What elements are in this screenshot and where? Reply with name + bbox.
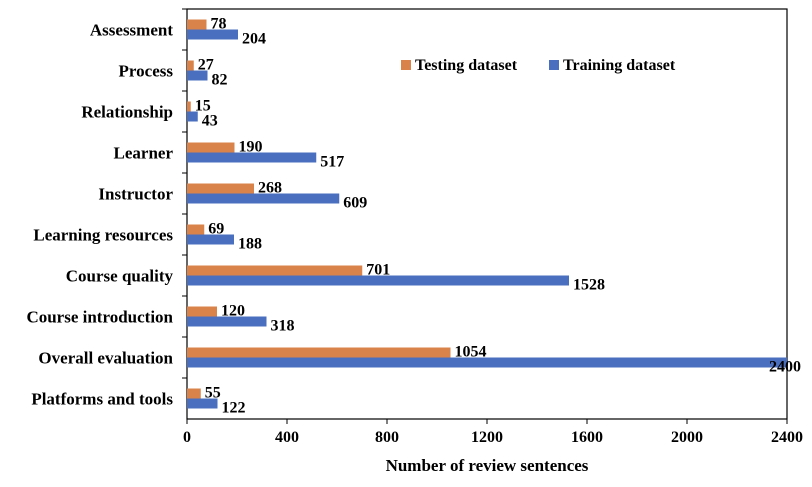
bar-testing [187, 101, 191, 112]
bar-testing [187, 265, 363, 276]
bar-training [187, 275, 569, 286]
data-label: 69 [208, 221, 224, 238]
category-label: Instructor [98, 185, 173, 204]
bar-training [187, 398, 218, 409]
bar-testing [187, 347, 451, 358]
x-tick-label: 2400 [771, 429, 803, 446]
data-label: 517 [320, 154, 344, 171]
legend-swatch [549, 60, 559, 70]
legend: Testing dataset Training dataset [401, 57, 676, 74]
x-tick-label: 2000 [671, 429, 703, 446]
data-label: 701 [366, 262, 390, 279]
bar-testing [187, 306, 217, 317]
bar-testing [187, 142, 235, 153]
bar-testing [187, 388, 201, 399]
data-label: 190 [239, 139, 263, 156]
data-label: 55 [205, 385, 221, 402]
bar-training [187, 234, 234, 245]
data-label: 78 [211, 16, 227, 33]
data-label: 204 [242, 31, 266, 48]
data-label: 318 [271, 318, 295, 335]
bar-testing [187, 224, 205, 235]
data-label: 15 [195, 98, 211, 115]
category-label: Assessment [90, 21, 173, 40]
legend-swatch [401, 60, 411, 70]
bar-testing [187, 183, 254, 194]
data-label: 27 [198, 57, 214, 74]
bar-training [187, 111, 198, 122]
data-label: 2400 [769, 359, 801, 376]
bar-training [187, 70, 208, 81]
category-labels-layer: Assessment Process Relationship Learner Inst… [26, 8, 187, 409]
data-label: 1054 [455, 344, 487, 361]
bar-training [187, 193, 340, 204]
data-label: 120 [221, 303, 245, 320]
x-ticks-layer: 0 400 800 1200 1600 2000 2400 [183, 419, 803, 446]
x-axis-label: Number of review sentences [386, 456, 589, 475]
bar-training [187, 357, 787, 368]
data-label: 43 [202, 113, 218, 130]
category-label: Process [119, 62, 174, 81]
x-tick-label: 800 [375, 429, 399, 446]
legend-label: Training dataset [563, 57, 676, 74]
bar-training [187, 152, 317, 163]
bar-testing [187, 60, 194, 71]
data-label: 82 [212, 72, 228, 89]
x-tick-label: 400 [275, 429, 299, 446]
category-label: Learning resources [33, 226, 173, 245]
category-label: Course quality [66, 267, 174, 286]
category-label: Relationship [81, 103, 173, 122]
x-tick-label: 0 [183, 429, 191, 446]
bar-testing [187, 19, 207, 30]
data-label: 122 [222, 400, 246, 417]
bar-training [187, 29, 238, 40]
bar-training [187, 316, 267, 327]
data-label: 268 [258, 180, 282, 197]
x-tick-label: 1600 [571, 429, 603, 446]
category-label: Platforms and tools [31, 390, 173, 409]
category-label: Learner [114, 144, 174, 163]
category-label: Overall evaluation [38, 349, 173, 368]
bars-layer [187, 19, 787, 409]
data-label: 609 [343, 195, 367, 212]
category-label: Course introduction [26, 308, 173, 327]
x-tick-label: 1200 [471, 429, 503, 446]
legend-label: Testing dataset [415, 57, 518, 74]
data-label: 188 [238, 236, 262, 253]
data-label: 1528 [573, 277, 605, 294]
